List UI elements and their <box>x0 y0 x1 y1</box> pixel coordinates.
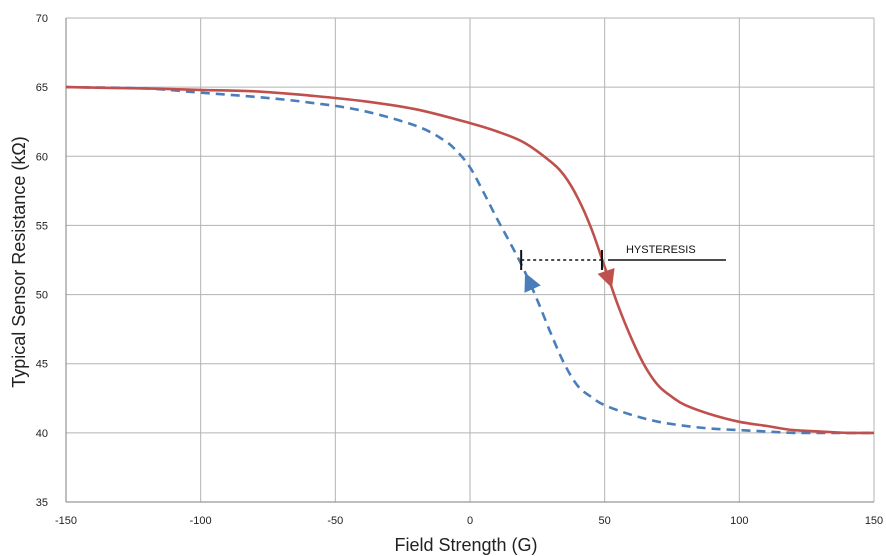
down-arrow <box>597 268 615 288</box>
y-tick-label: 60 <box>36 151 48 163</box>
x-tick-label: 100 <box>730 515 748 527</box>
y-tick-label: 70 <box>36 13 48 25</box>
x-tick-label: 50 <box>599 515 611 527</box>
y-axis-title: Typical Sensor Resistance (kΩ) <box>9 136 29 388</box>
x-tick-label: -50 <box>327 515 343 527</box>
series-lines <box>65 85 875 435</box>
x-tick-label: -100 <box>190 515 212 527</box>
y-tick-label: 45 <box>36 359 48 371</box>
y-tick-label: 65 <box>36 82 48 94</box>
x-tick-label: 0 <box>467 515 473 527</box>
y-axis-ticks: 35 40 45 50 55 60 65 70 <box>36 13 48 509</box>
x-tick-label: 150 <box>865 515 883 527</box>
up-arrow <box>524 272 541 293</box>
y-tick-label: 35 <box>36 497 48 509</box>
y-tick-label: 55 <box>36 220 48 232</box>
x-axis-title: Field Strength (G) <box>394 535 537 555</box>
y-tick-label: 50 <box>36 290 48 302</box>
up-arrow-head <box>524 272 541 293</box>
hysteresis-annotation: HYSTERESIS <box>520 244 726 270</box>
hysteresis-label: HYSTERESIS <box>626 244 696 256</box>
x-axis-ticks: -150 -100 -50 0 50 100 150 <box>55 515 883 527</box>
y-tick-label: 40 <box>36 428 48 440</box>
decreasing-field-curve <box>65 85 875 435</box>
x-tick-label: -150 <box>55 515 77 527</box>
down-arrow-head <box>597 268 615 288</box>
increasing-field-curve <box>65 85 874 435</box>
